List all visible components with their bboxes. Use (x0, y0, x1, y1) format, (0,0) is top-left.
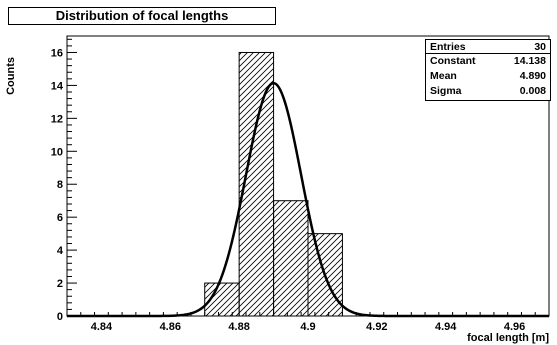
stats-value: 14.138 (513, 55, 546, 67)
stats-label: Mean (430, 70, 457, 82)
y-tick-label: 4 (57, 245, 64, 257)
stats-row-sigma: Sigma 0.008 (430, 84, 546, 98)
stats-divider (426, 53, 550, 54)
y-tick-label: 2 (57, 278, 63, 290)
stats-row-mean: Mean 4.890 (430, 69, 546, 83)
y-tick-label: 14 (51, 80, 64, 92)
x-tick-label: 4.84 (91, 321, 113, 333)
y-tick-label: 0 (57, 311, 63, 323)
y-tick-label: 8 (57, 179, 63, 191)
y-tick-label: 6 (57, 212, 63, 224)
stats-value: 0.008 (519, 85, 546, 97)
x-tick-label: 4.88 (228, 321, 249, 333)
stats-box: Entries 30 Constant 14.138 Mean 4.890 Si… (425, 39, 551, 101)
stats-value: 30 (534, 41, 546, 53)
stats-row-entries: Entries 30 (430, 40, 546, 54)
y-tick-label: 12 (51, 113, 63, 125)
x-tick-label: 4.94 (435, 321, 457, 333)
stats-row-constant: Constant 14.138 (430, 54, 546, 68)
plot-frame (66, 35, 550, 317)
y-tick-label: 10 (51, 146, 63, 158)
histogram-bar (273, 200, 309, 317)
y-tick-label: 16 (51, 47, 63, 59)
chart-title: Distribution of focal lengths (8, 7, 276, 25)
x-tick-label: 4.9 (300, 321, 315, 333)
x-tick-label: 4.96 (504, 321, 525, 333)
x-tick-label: 4.92 (366, 321, 387, 333)
stats-value: 4.890 (519, 70, 546, 82)
y-axis-label: Counts (5, 57, 17, 95)
stats-label: Entries (430, 41, 466, 53)
x-axis-label: focal length [m] (467, 332, 549, 344)
x-tick-label: 4.86 (160, 321, 181, 333)
stats-label: Constant (430, 55, 476, 67)
stats-label: Sigma (430, 85, 462, 97)
